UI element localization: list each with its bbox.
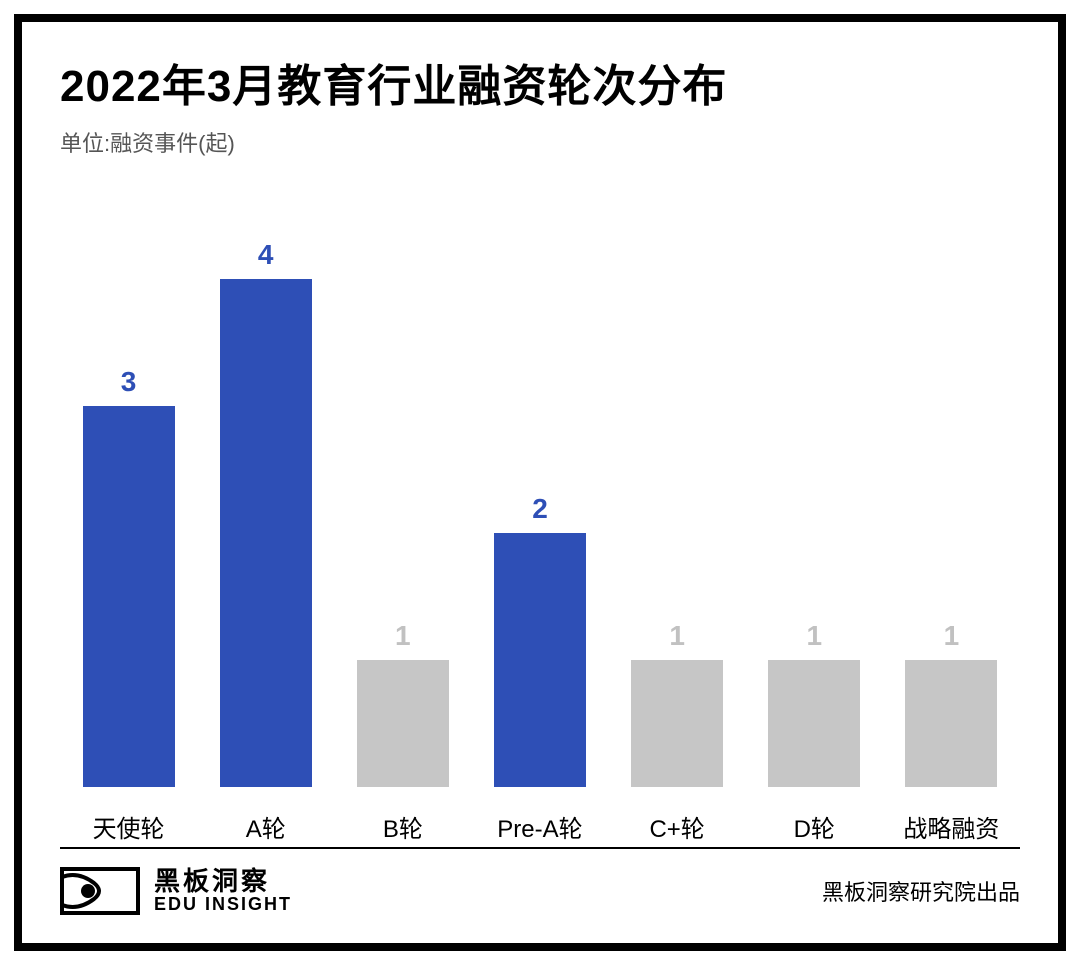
logo-cn: 黑板洞察 (154, 867, 292, 896)
bar-group: 4 A轮 (204, 239, 328, 843)
bar-category-label: C+轮 (649, 809, 704, 843)
bar-group: 2 Pre-A轮 (478, 493, 602, 843)
bar-value-label: 1 (395, 620, 411, 652)
chart-frame: 2022年3月教育行业融资轮次分布 单位:融资事件(起) 3 天使轮 4 A轮 1 B轮 2… (14, 14, 1066, 951)
bar-category-label: 天使轮 (93, 809, 165, 843)
bar (905, 660, 997, 787)
logo-en: EDU INSIGHT (154, 895, 292, 915)
bar (768, 660, 860, 787)
bar (631, 660, 723, 787)
bar-group: 3 天使轮 (67, 366, 191, 843)
bar (357, 660, 449, 787)
bar (494, 533, 586, 787)
bar-value-label: 3 (121, 366, 137, 398)
bar-value-label: 1 (806, 620, 822, 652)
bar (220, 279, 312, 787)
logo-text: 黑板洞察 EDU INSIGHT (154, 867, 292, 915)
bar (83, 406, 175, 787)
bar-category-label: B轮 (383, 809, 423, 843)
bar-category-label: D轮 (794, 809, 835, 843)
credit-text: 黑板洞察研究院出品 (822, 875, 1020, 907)
bar-value-label: 2 (532, 493, 548, 525)
chart-subtitle: 单位:融资事件(起) (60, 126, 1020, 158)
bar-chart: 3 天使轮 4 A轮 1 B轮 2 Pre-A轮 1 C+轮 1 D轮 1 战略融资 (60, 178, 1020, 843)
logo-block: 黑板洞察 EDU INSIGHT (60, 867, 292, 915)
bar-value-label: 4 (258, 239, 274, 271)
footer: 黑板洞察 EDU INSIGHT 黑板洞察研究院出品 (60, 849, 1020, 923)
bar-category-label: 战略融资 (903, 809, 999, 843)
chart-title: 2022年3月教育行业融资轮次分布 (60, 50, 1020, 114)
bar-category-label: Pre-A轮 (497, 809, 582, 843)
bar-group: 1 C+轮 (615, 620, 739, 843)
bar-category-label: A轮 (246, 809, 286, 843)
bar-value-label: 1 (669, 620, 685, 652)
bar-group: 1 D轮 (752, 620, 876, 843)
edu-insight-logo-icon (60, 867, 140, 915)
bar-group: 1 战略融资 (889, 620, 1013, 843)
bar-group: 1 B轮 (341, 620, 465, 843)
bar-value-label: 1 (944, 620, 960, 652)
